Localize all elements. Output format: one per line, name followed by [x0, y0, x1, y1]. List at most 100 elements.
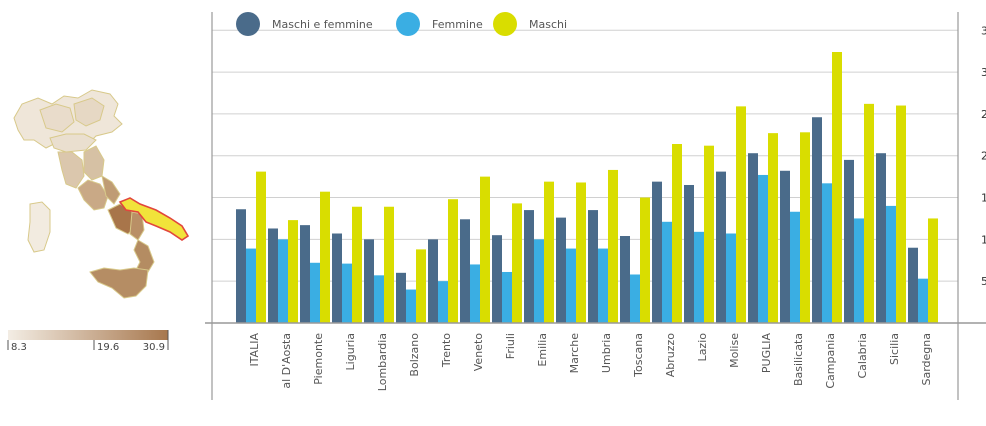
bar-both — [812, 117, 822, 323]
bar-female — [694, 231, 704, 323]
bar-female — [598, 248, 608, 323]
category-label: Molise — [728, 333, 741, 368]
category-label: Emilia — [536, 333, 549, 367]
map-region-abruzzo-molise — [101, 174, 121, 205]
bar-female — [726, 233, 736, 323]
bar-both — [652, 181, 662, 323]
category-label: Calabria — [856, 333, 869, 379]
legend-swatch-both — [236, 12, 260, 36]
y-tick-label: 2 — [981, 150, 986, 163]
bar-female — [534, 239, 544, 323]
bar-male — [928, 218, 938, 323]
bar-male — [896, 105, 906, 324]
bar-both — [300, 225, 310, 323]
bar-male — [640, 197, 650, 323]
category-label: al D'Aosta — [280, 333, 293, 389]
bar-male — [544, 181, 554, 323]
bar-female — [342, 263, 352, 323]
category-label: PUGLIA — [760, 333, 773, 374]
map-region-sardinia — [27, 201, 51, 253]
category-labels: ITALIA al D'Aosta Piemonte Liguria Lombardia… — [248, 333, 933, 392]
bar-both — [460, 219, 470, 323]
bar-male — [704, 145, 714, 323]
bar-male — [512, 203, 522, 323]
category-label: Lombardia — [376, 333, 389, 391]
italy-map-panel: 8.3 19.6 30.9 — [0, 0, 205, 422]
bar-both — [844, 159, 854, 323]
bar-male — [800, 132, 810, 323]
bar-both — [684, 184, 694, 323]
category-label: Campania — [824, 333, 837, 389]
bar-female — [854, 218, 864, 323]
bar-both — [780, 170, 790, 323]
bar-male — [576, 182, 586, 323]
bar-both — [236, 209, 246, 323]
category-label: Basilicata — [792, 333, 805, 386]
bar-female — [662, 221, 672, 323]
category-label: Toscana — [632, 333, 645, 378]
bar-both — [268, 228, 278, 323]
bar-both — [588, 210, 598, 323]
y-tick-label: 1 — [981, 192, 986, 205]
bar-female — [406, 289, 416, 323]
bar-female — [374, 275, 384, 323]
scale-label-mid: 19.6 — [97, 342, 119, 353]
bar-male — [320, 191, 330, 323]
category-label: Abruzzo — [664, 333, 677, 378]
bar-both — [492, 235, 502, 323]
bar-female — [470, 264, 480, 323]
y-tick-labels: 5 1 1 2 2 3 3 — [981, 24, 986, 288]
bar-female — [438, 281, 448, 323]
y-tick-label: 3 — [981, 66, 986, 79]
bar-female — [758, 174, 768, 323]
color-scale-bar — [8, 330, 168, 340]
category-label: Sardegna — [920, 333, 933, 386]
bar-female — [790, 211, 800, 323]
bar-female — [502, 271, 512, 323]
y-tick-label: 1 — [981, 233, 986, 246]
category-label: Veneto — [472, 333, 485, 371]
scale-label-min: 8.3 — [11, 342, 27, 353]
bar-male — [672, 144, 682, 323]
y-tick-label: 2 — [981, 108, 986, 121]
bar-male — [384, 206, 394, 323]
map-region-lombardy — [39, 103, 75, 133]
category-label: Piemonte — [312, 333, 325, 385]
category-label: Sicilia — [888, 333, 901, 365]
bar-both — [332, 233, 342, 323]
bar-both — [748, 153, 758, 323]
bar-both — [620, 236, 630, 323]
bar-female — [566, 248, 576, 323]
bar-male — [608, 169, 618, 323]
bar-female — [822, 183, 832, 323]
legend: Maschi e femmine Femmine Maschi — [236, 12, 567, 36]
legend-label: Maschi — [529, 18, 567, 31]
bar-male — [864, 103, 874, 323]
category-label: Bolzano — [408, 333, 421, 377]
bar-male — [768, 133, 778, 323]
map-region-emilia — [49, 133, 97, 153]
bar-female — [310, 262, 320, 323]
map-region-tuscany — [57, 151, 85, 189]
bar-female — [246, 248, 256, 323]
legend-swatch-male — [493, 12, 517, 36]
italy-choropleth-map: 8.3 19.6 30.9 — [7, 89, 190, 353]
map-region-lazio — [77, 179, 109, 211]
bar-both — [876, 153, 886, 323]
bar-male — [448, 199, 458, 323]
bar-both — [364, 239, 374, 323]
legend-label: Femmine — [432, 18, 483, 31]
bar-male — [256, 171, 266, 323]
bar-female — [630, 274, 640, 323]
category-label: Umbria — [600, 333, 613, 373]
y-tick-label: 5 — [981, 275, 986, 288]
category-label: Marche — [568, 333, 581, 374]
bar-male — [416, 249, 426, 323]
category-label: Liguria — [344, 333, 357, 370]
bar-male — [736, 106, 746, 324]
bar-male — [352, 206, 362, 323]
category-label: Friuli — [504, 333, 517, 359]
bar-male — [288, 220, 298, 323]
category-label: Trento — [440, 333, 453, 368]
bar-male — [480, 176, 490, 323]
